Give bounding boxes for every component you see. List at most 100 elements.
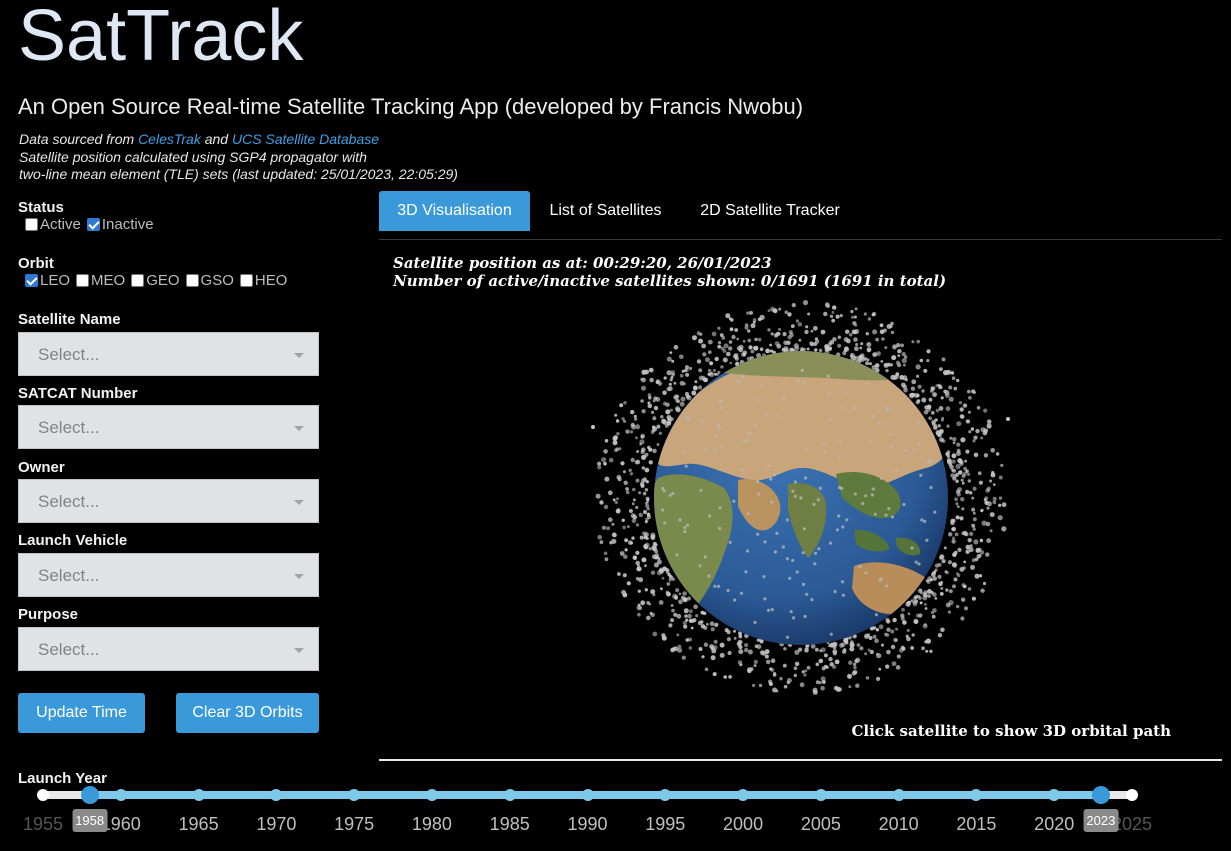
satellite-point[interactable] xyxy=(676,613,682,619)
satellite-point[interactable] xyxy=(685,638,690,642)
satellite-point[interactable] xyxy=(621,589,627,595)
satellite-point[interactable] xyxy=(964,459,968,463)
satellite-point[interactable] xyxy=(787,312,792,317)
satellite-point[interactable] xyxy=(604,439,609,443)
satellite-point[interactable] xyxy=(671,577,675,581)
satellite-point[interactable] xyxy=(990,448,995,453)
satellite-point[interactable] xyxy=(976,406,981,410)
satellite-point[interactable] xyxy=(886,406,890,410)
satellite-point[interactable] xyxy=(618,447,622,451)
satellite-point[interactable] xyxy=(852,405,856,409)
satellite-point[interactable] xyxy=(820,685,825,691)
satellite-point[interactable] xyxy=(635,560,640,566)
satellite-point[interactable] xyxy=(759,383,763,387)
satellite-point[interactable] xyxy=(717,341,722,345)
satellite-point[interactable] xyxy=(1006,417,1010,421)
satellite-point[interactable] xyxy=(881,643,884,647)
satellite-point[interactable] xyxy=(676,633,680,637)
satellite-point[interactable] xyxy=(939,592,944,596)
satellite-point[interactable] xyxy=(803,614,807,619)
satellite-point[interactable] xyxy=(930,611,935,615)
satellite-point[interactable] xyxy=(674,595,678,599)
satellite-point[interactable] xyxy=(603,461,607,466)
satellite-point[interactable] xyxy=(636,566,642,572)
satellite-point[interactable] xyxy=(749,310,753,315)
satellite-point[interactable] xyxy=(886,649,891,655)
satellite-point[interactable] xyxy=(820,676,826,682)
satellite-point[interactable] xyxy=(906,636,911,642)
satellite-point[interactable] xyxy=(853,665,857,670)
satellite-point[interactable] xyxy=(887,507,891,511)
satellite-point[interactable] xyxy=(889,363,893,367)
satellite-point[interactable] xyxy=(769,477,773,481)
satellite-point[interactable] xyxy=(729,327,734,332)
satellite-point[interactable] xyxy=(726,637,731,642)
satellite-point[interactable] xyxy=(786,680,790,685)
launch-year-max-handle[interactable] xyxy=(1091,786,1110,804)
satellite-point[interactable] xyxy=(873,512,877,516)
launch-year-min-handle[interactable] xyxy=(80,786,99,804)
satellite-point[interactable] xyxy=(641,377,646,383)
satellite-point[interactable] xyxy=(798,647,803,652)
satellite-point[interactable] xyxy=(978,553,982,557)
satellite-point[interactable] xyxy=(684,464,688,468)
satellite-point[interactable] xyxy=(876,676,881,681)
satellite-point[interactable] xyxy=(679,373,684,378)
satellite-point[interactable] xyxy=(668,382,672,386)
satellite-point[interactable] xyxy=(713,584,717,588)
satellite-point[interactable] xyxy=(678,592,682,596)
satellite-point[interactable] xyxy=(959,407,964,412)
satellite-point[interactable] xyxy=(777,414,781,418)
satellite-point[interactable] xyxy=(625,429,630,434)
satellite-point[interactable] xyxy=(766,608,771,612)
satellite-point[interactable] xyxy=(756,479,760,483)
satellite-point[interactable] xyxy=(986,506,990,510)
satellite-point[interactable] xyxy=(790,324,795,328)
satellite-point[interactable] xyxy=(686,417,691,421)
satellite-point[interactable] xyxy=(794,649,800,655)
satellite-point[interactable] xyxy=(876,653,882,659)
satellite-point[interactable] xyxy=(641,466,645,470)
satellite-point[interactable] xyxy=(747,667,752,672)
satellite-point[interactable] xyxy=(665,590,670,595)
satellite-point[interactable] xyxy=(903,449,908,453)
satellite-point[interactable] xyxy=(973,452,979,458)
satellite-point[interactable] xyxy=(921,389,925,393)
satellite-point[interactable] xyxy=(733,598,737,602)
satellite-point[interactable] xyxy=(960,497,965,502)
satellite-point[interactable] xyxy=(959,566,965,572)
satellite-point[interactable] xyxy=(828,541,833,545)
satellite-point[interactable] xyxy=(719,445,723,449)
satellite-point[interactable] xyxy=(769,667,773,671)
satellite-point[interactable] xyxy=(631,502,635,506)
satellite-point[interactable] xyxy=(717,426,721,430)
satellite-point[interactable] xyxy=(783,647,787,651)
satellite-point[interactable] xyxy=(726,351,731,357)
satellite-point[interactable] xyxy=(732,499,736,503)
satellite-point[interactable] xyxy=(689,609,693,614)
satellite-point[interactable] xyxy=(931,614,936,619)
satellite-point[interactable] xyxy=(806,665,811,670)
satellite-point[interactable] xyxy=(924,607,928,610)
satellite-point[interactable] xyxy=(845,518,849,522)
satellite-point[interactable] xyxy=(960,597,966,602)
satellite-point[interactable] xyxy=(615,419,620,423)
satellite-point[interactable] xyxy=(986,423,992,429)
satellite-point[interactable] xyxy=(805,325,809,329)
satellite-point[interactable] xyxy=(632,498,636,502)
satellite-point[interactable] xyxy=(901,358,907,364)
satellite-point[interactable] xyxy=(879,476,883,480)
update-time-button[interactable]: Update Time xyxy=(18,693,145,733)
satellite-point[interactable] xyxy=(699,332,703,336)
satellite-point[interactable] xyxy=(661,486,665,490)
satellite-point[interactable] xyxy=(624,548,628,552)
satellite-point[interactable] xyxy=(679,380,685,386)
satellite-point[interactable] xyxy=(951,376,956,380)
satellite-point[interactable] xyxy=(802,381,806,385)
satellite-point[interactable] xyxy=(966,472,971,476)
satellite-point[interactable] xyxy=(706,622,709,626)
satellite-point[interactable] xyxy=(700,611,704,614)
satellite-point[interactable] xyxy=(698,564,702,568)
satellite-point[interactable] xyxy=(698,647,703,651)
satellite-point[interactable] xyxy=(872,329,878,335)
